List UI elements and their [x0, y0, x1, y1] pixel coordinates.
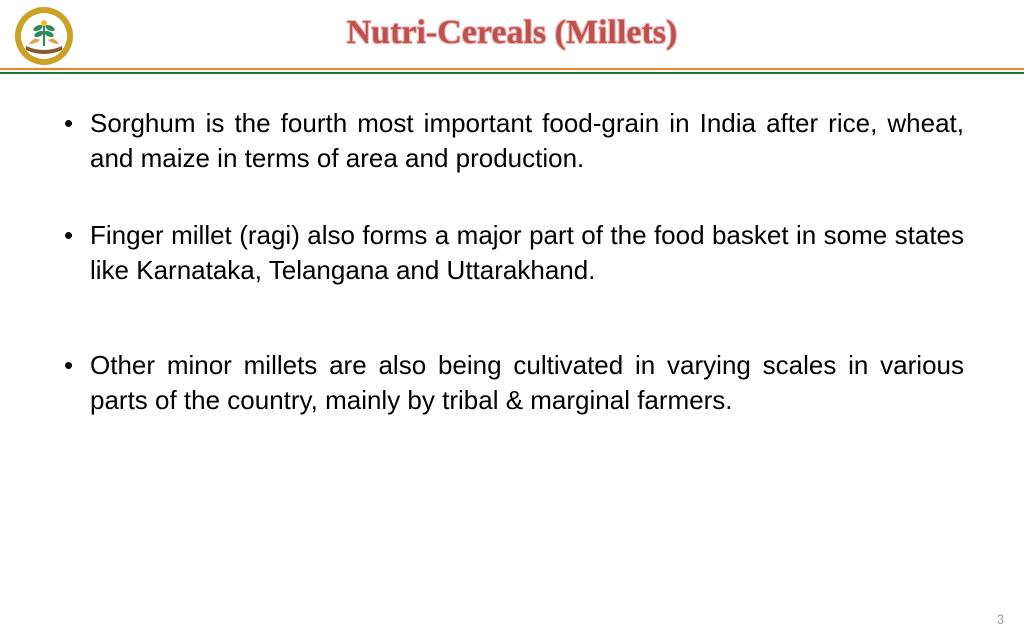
divider-green [0, 72, 1024, 74]
slide-header: Nutri-Cereals (Millets) [0, 0, 1024, 74]
nfsm-logo [14, 6, 74, 66]
tricolor-divider [0, 68, 1024, 74]
bullet-item: Other minor millets are also being culti… [60, 348, 964, 418]
bullet-list: Sorghum is the fourth most important foo… [60, 106, 964, 419]
slide-body: Sorghum is the fourth most important foo… [0, 74, 1024, 419]
slide-title: Nutri-Cereals (Millets) [0, 0, 1024, 52]
page-number: 3 [997, 611, 1004, 628]
bullet-item: Finger millet (ragi) also forms a major … [60, 218, 964, 288]
bullet-item: Sorghum is the fourth most important foo… [60, 106, 964, 176]
